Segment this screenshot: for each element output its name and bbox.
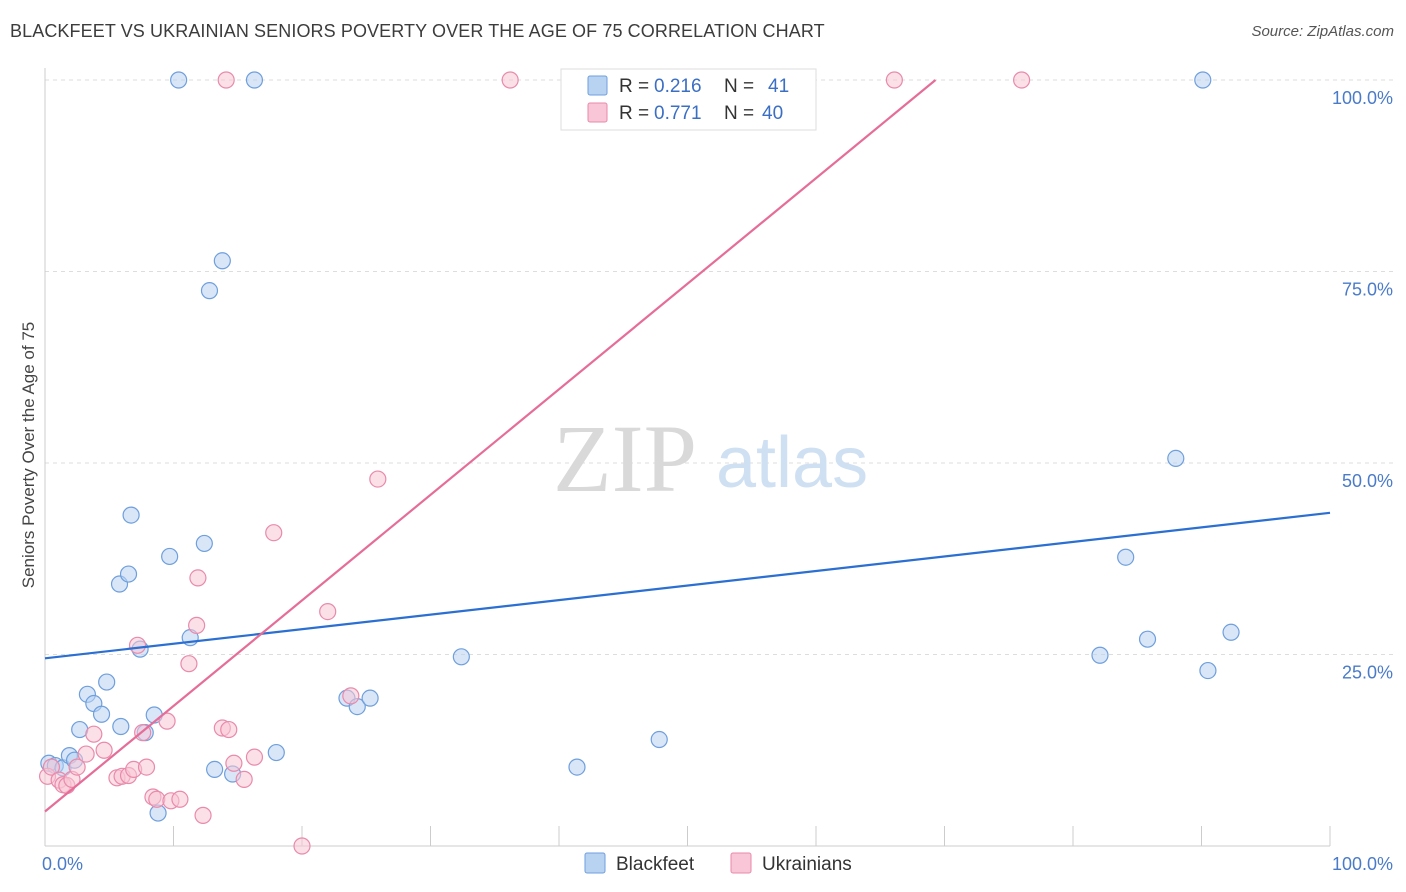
point-blackfeet xyxy=(267,743,285,762)
legend-r-label-2: R = xyxy=(619,103,649,124)
point-ukrainians xyxy=(171,790,189,808)
point-ukrainians xyxy=(319,603,337,621)
point-ukrainians xyxy=(265,524,283,542)
point-blackfeet xyxy=(650,730,668,749)
x-tick-label-min: 0.0% xyxy=(42,854,83,874)
y-axis-label: Seniors Poverty Over the Age of 75 xyxy=(19,322,38,588)
point-ukrainians xyxy=(77,745,95,763)
point-blackfeet xyxy=(1167,449,1185,468)
point-blackfeet xyxy=(452,648,470,666)
trend-lines xyxy=(44,79,1331,813)
point-ukrainians xyxy=(189,569,207,587)
point-ukrainians xyxy=(158,712,176,730)
legend-r-value-1: 0.216 xyxy=(654,76,702,97)
point-ukrainians xyxy=(85,725,103,743)
bottom-legend-swatch-ukrainians xyxy=(730,852,752,874)
bottom-legend-blackfeet: Blackfeet xyxy=(616,854,695,875)
watermark-zip: ZIP xyxy=(553,405,697,512)
series-legend: Blackfeet Ukrainians xyxy=(584,852,852,875)
point-blackfeet xyxy=(1091,646,1109,664)
point-blackfeet xyxy=(119,565,138,583)
legend-n-label-2: N = xyxy=(724,103,754,124)
point-ukrainians xyxy=(885,71,903,89)
point-ukrainians xyxy=(137,758,156,776)
point-ukrainians xyxy=(245,748,264,766)
point-blackfeet xyxy=(568,758,586,776)
x-tick-label-max: 100.0% xyxy=(1332,854,1393,874)
bottom-legend-ukrainians: Ukrainians xyxy=(762,854,852,875)
point-blackfeet xyxy=(1222,623,1240,641)
point-blackfeet xyxy=(206,760,224,779)
watermark-atlas: atlas xyxy=(716,423,868,503)
series-ukrainians xyxy=(38,71,1031,855)
point-blackfeet xyxy=(1199,661,1217,680)
y-tick-label: 100.0% xyxy=(1332,88,1393,108)
source-label: Source: ZipAtlas.com xyxy=(1251,23,1394,40)
point-blackfeet xyxy=(195,534,213,553)
point-blackfeet xyxy=(200,282,219,300)
y-tick-label: 25.0% xyxy=(1342,663,1393,683)
point-blackfeet xyxy=(1138,630,1157,648)
point-blackfeet xyxy=(170,71,188,89)
point-ukrainians xyxy=(148,790,166,808)
stats-legend: R = 0.216 N = 41 R = 0.771 N = 40 xyxy=(560,68,817,131)
point-ukrainians xyxy=(220,720,238,739)
point-ukrainians xyxy=(188,616,206,634)
point-ukrainians xyxy=(1012,71,1031,89)
point-ukrainians xyxy=(342,687,360,705)
point-ukrainians xyxy=(225,754,243,772)
legend-r-value-2: 0.771 xyxy=(654,103,702,124)
point-blackfeet xyxy=(92,705,111,723)
point-ukrainians xyxy=(235,770,253,788)
point-ukrainians xyxy=(501,71,519,89)
point-blackfeet xyxy=(213,252,231,270)
point-ukrainians xyxy=(369,470,387,488)
point-ukrainians xyxy=(194,806,212,824)
point-ukrainians xyxy=(68,758,86,776)
bottom-legend-swatch-blackfeet xyxy=(584,852,606,874)
y-tick-label: 75.0% xyxy=(1342,280,1393,300)
legend-n-label-1: N = xyxy=(724,76,754,97)
point-blackfeet xyxy=(1117,548,1135,566)
point-blackfeet xyxy=(361,689,379,707)
point-ukrainians xyxy=(217,71,235,89)
axes xyxy=(44,68,1331,847)
chart-title: BLACKFEET VS UKRAINIAN SENIORS POVERTY O… xyxy=(10,21,825,41)
point-blackfeet xyxy=(1194,71,1212,89)
trend-line-blackfeet xyxy=(44,511,1331,660)
point-blackfeet xyxy=(161,547,179,566)
legend-n-value-1: 41 xyxy=(768,76,789,97)
point-blackfeet xyxy=(245,71,264,89)
grid-lines xyxy=(45,79,1394,655)
point-ukrainians xyxy=(180,655,198,673)
point-blackfeet xyxy=(112,717,130,736)
point-ukrainians xyxy=(95,741,113,759)
legend-r-label-1: R = xyxy=(619,76,649,97)
axis-ticks: 25.0% 50.0% 75.0% 100.0% 0.0% 100.0% xyxy=(42,88,1393,874)
point-ukrainians xyxy=(42,758,61,776)
y-tick-label: 50.0% xyxy=(1342,471,1393,491)
legend-swatch-ukrainians xyxy=(587,102,608,123)
legend-n-value-2: 40 xyxy=(762,103,783,124)
point-blackfeet xyxy=(122,506,140,524)
point-blackfeet xyxy=(98,673,116,691)
trend-line-ukrainians xyxy=(44,79,937,813)
legend-swatch-blackfeet xyxy=(587,75,608,96)
point-ukrainians xyxy=(293,837,311,855)
watermark: ZIP atlas xyxy=(553,405,868,512)
point-ukrainians xyxy=(128,636,147,654)
